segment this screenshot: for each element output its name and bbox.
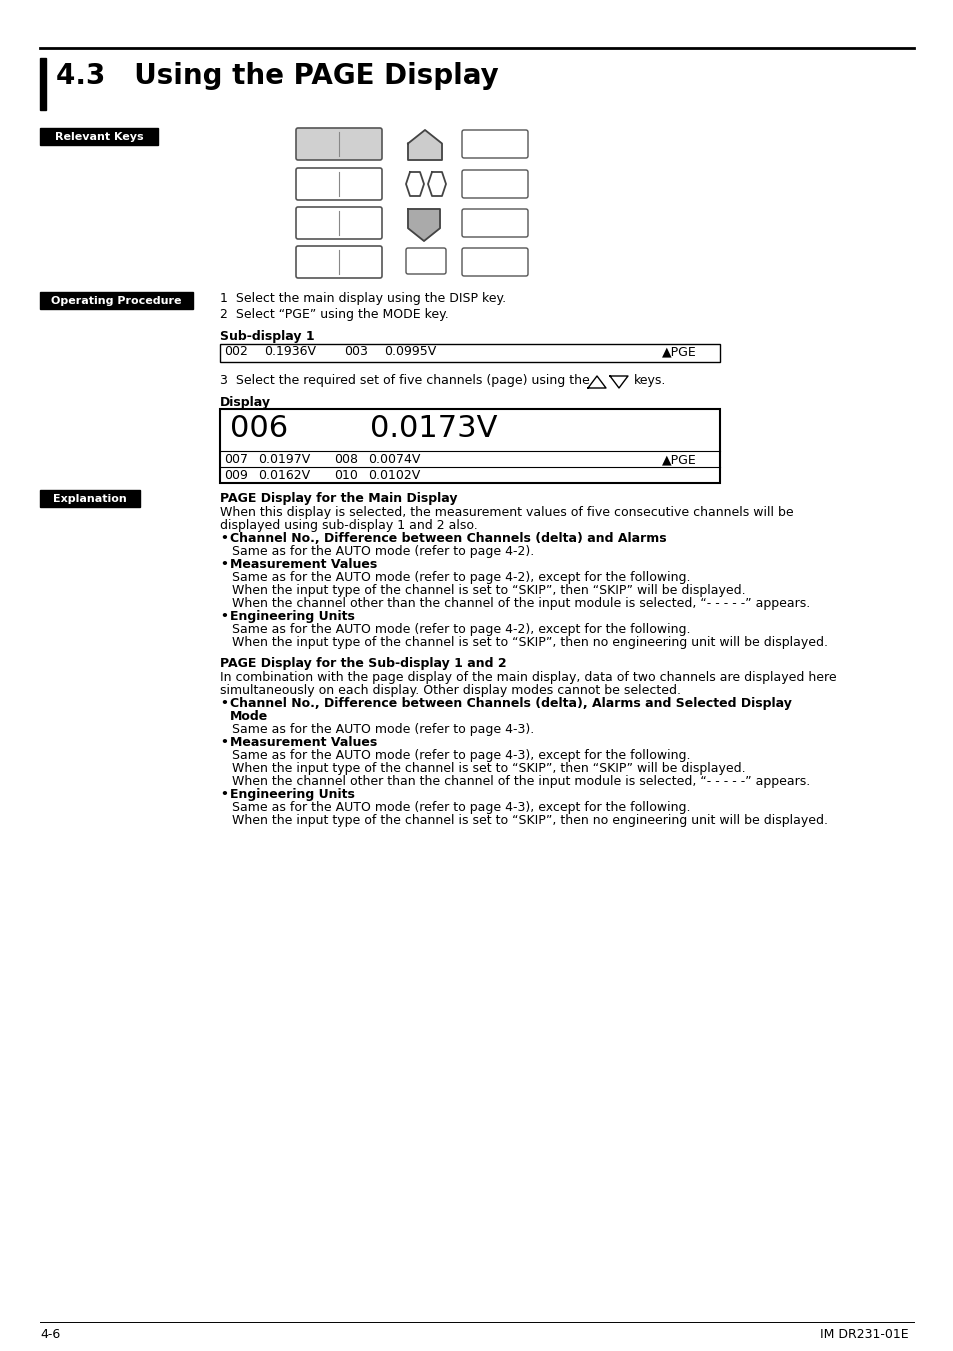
FancyBboxPatch shape [461,130,527,158]
FancyBboxPatch shape [461,170,527,199]
Text: 2  Select “PGE” using the MODE key.: 2 Select “PGE” using the MODE key. [220,308,448,322]
Text: •: • [220,736,228,748]
Text: Display: Display [220,396,271,409]
Polygon shape [408,130,441,159]
Text: When the channel other than the channel of the input module is selected, “- - - : When the channel other than the channel … [232,597,809,611]
Text: 0.1936V: 0.1936V [264,345,315,358]
Text: Explanation: Explanation [53,493,127,504]
Text: Relevant Keys: Relevant Keys [54,131,143,142]
Text: 1  Select the main display using the DISP key.: 1 Select the main display using the DISP… [220,292,506,305]
Text: 002: 002 [224,345,248,358]
Text: Same as for the AUTO mode (refer to page 4-3), except for the following.: Same as for the AUTO mode (refer to page… [232,801,690,815]
Text: IM DR231-01E: IM DR231-01E [820,1328,907,1342]
Bar [40,292,193,309]
Text: Channel No., Difference between Channels (delta) and Alarms: Channel No., Difference between Channels… [230,532,666,544]
Polygon shape [408,209,439,240]
Text: Same as for the AUTO mode (refer to page 4-3).: Same as for the AUTO mode (refer to page… [232,723,534,736]
Text: 4-6: 4-6 [40,1328,60,1342]
Text: When the input type of the channel is set to “SKIP”, then “SKIP” will be display: When the input type of the channel is se… [232,584,745,597]
Text: When the channel other than the channel of the input module is selected, “- - - : When the channel other than the channel … [232,775,809,788]
Polygon shape [406,172,423,196]
Text: keys.: keys. [634,374,666,386]
Text: Sub-display 1: Sub-display 1 [220,330,314,343]
Text: 0.0197V: 0.0197V [257,453,310,466]
Text: Engineering Units: Engineering Units [230,611,355,623]
FancyBboxPatch shape [295,168,381,200]
Text: 0.0162V: 0.0162V [257,469,310,482]
Text: PAGE Display for the Sub-display 1 and 2: PAGE Display for the Sub-display 1 and 2 [220,657,506,670]
Text: Measurement Values: Measurement Values [230,558,376,571]
Text: •: • [220,558,228,571]
FancyBboxPatch shape [295,246,381,278]
Text: In combination with the page display of the main display, data of two channels a: In combination with the page display of … [220,671,836,684]
Text: Channel No., Difference between Channels (delta), Alarms and Selected Display: Channel No., Difference between Channels… [230,697,791,711]
Text: •: • [220,697,228,711]
Text: PAGE Display for the Main Display: PAGE Display for the Main Display [220,492,457,505]
Text: ▲PGE: ▲PGE [661,345,696,358]
Text: 003: 003 [344,345,368,358]
FancyBboxPatch shape [406,249,446,274]
Text: When the input type of the channel is set to “SKIP”, then no engineering unit wi: When the input type of the channel is se… [232,815,827,827]
Bar [40,490,140,507]
Bar [220,409,720,484]
Text: Operating Procedure: Operating Procedure [51,296,182,305]
Text: 010: 010 [334,469,357,482]
Text: 009: 009 [224,469,248,482]
FancyBboxPatch shape [461,249,527,276]
Text: Engineering Units: Engineering Units [230,788,355,801]
FancyBboxPatch shape [461,209,527,236]
Text: When this display is selected, the measurement values of five consecutive channe: When this display is selected, the measu… [220,507,793,519]
Text: 3  Select the required set of five channels (page) using the: 3 Select the required set of five channe… [220,374,589,386]
Text: •: • [220,532,228,544]
Text: 006: 006 [230,413,288,443]
Text: Same as for the AUTO mode (refer to page 4-2), except for the following.: Same as for the AUTO mode (refer to page… [232,571,690,584]
Text: 0.0102V: 0.0102V [368,469,420,482]
Text: 0.0995V: 0.0995V [384,345,436,358]
Text: Measurement Values: Measurement Values [230,736,376,748]
Text: displayed using sub-display 1 and 2 also.: displayed using sub-display 1 and 2 also… [220,519,477,532]
Text: •: • [220,788,228,801]
Text: 0.0173V: 0.0173V [370,413,497,443]
Text: Same as for the AUTO mode (refer to page 4-3), except for the following.: Same as for the AUTO mode (refer to page… [232,748,690,762]
FancyBboxPatch shape [295,207,381,239]
FancyBboxPatch shape [295,128,381,159]
Text: 008: 008 [334,453,357,466]
Text: 007: 007 [224,453,248,466]
Text: ▲PGE: ▲PGE [661,453,696,466]
Bar [40,58,46,109]
Text: When the input type of the channel is set to “SKIP”, then “SKIP” will be display: When the input type of the channel is se… [232,762,745,775]
Bar [220,345,720,362]
Polygon shape [428,172,446,196]
Text: simultaneously on each display. Other display modes cannot be selected.: simultaneously on each display. Other di… [220,684,680,697]
Text: Same as for the AUTO mode (refer to page 4-2), except for the following.: Same as for the AUTO mode (refer to page… [232,623,690,636]
Text: When the input type of the channel is set to “SKIP”, then no engineering unit wi: When the input type of the channel is se… [232,636,827,648]
Text: 4.3   Using the PAGE Display: 4.3 Using the PAGE Display [56,62,498,91]
Text: Mode: Mode [230,711,268,723]
Text: •: • [220,611,228,623]
Text: Same as for the AUTO mode (refer to page 4-2).: Same as for the AUTO mode (refer to page… [232,544,534,558]
Text: 0.0074V: 0.0074V [368,453,420,466]
Bar [40,128,158,145]
